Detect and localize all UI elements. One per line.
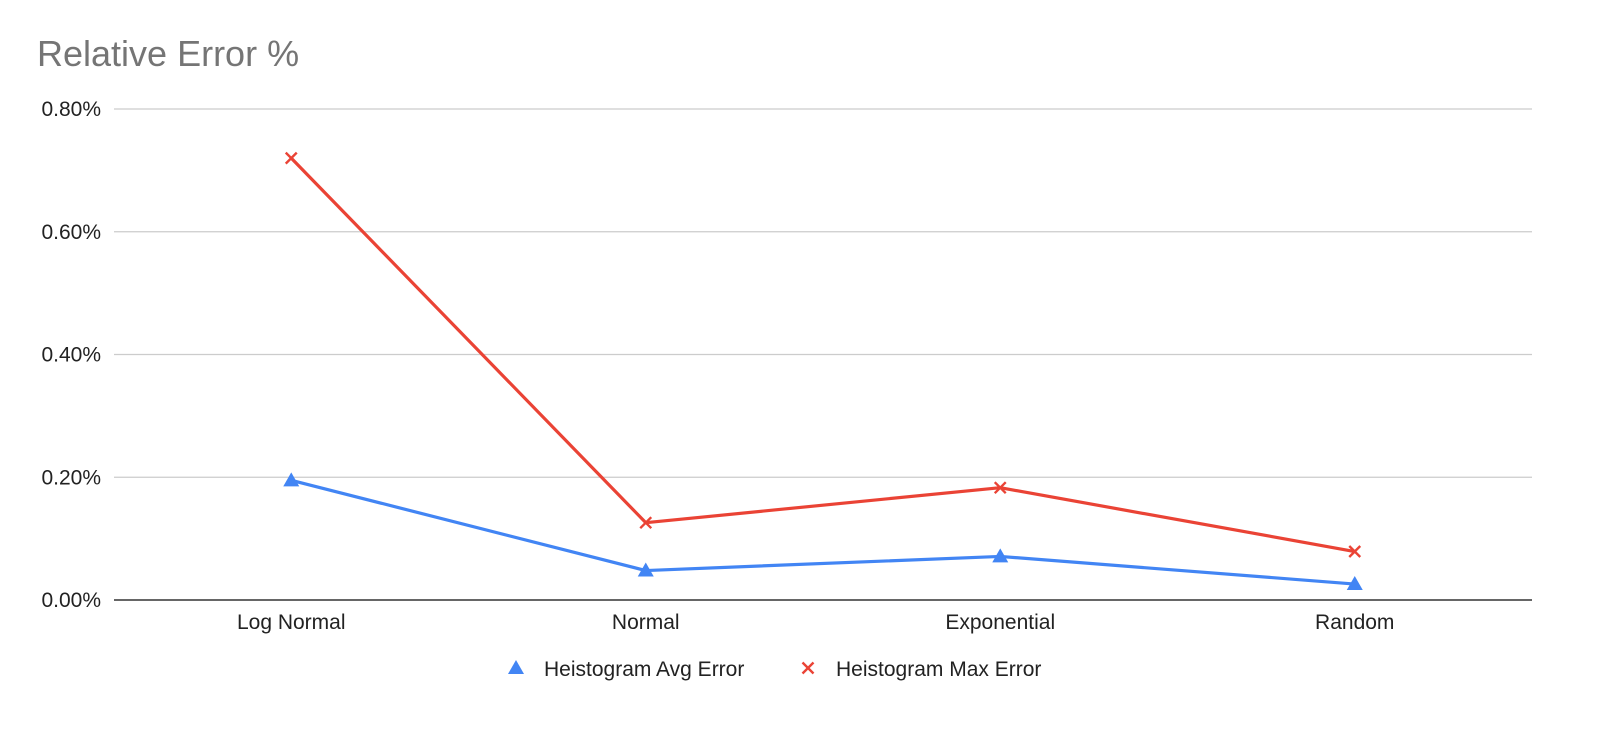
data-point-marker (992, 548, 1009, 563)
x-tick-label: Random (1315, 611, 1394, 634)
data-point-marker (284, 151, 298, 165)
grid-lines (114, 108, 1532, 601)
series-max-error (284, 151, 1362, 558)
chart-title: Relative Error % (37, 33, 299, 74)
series-group (283, 151, 1363, 591)
data-point-marker (637, 562, 654, 577)
y-tick-label: 0.40% (41, 344, 101, 367)
series-avg-error (283, 472, 1363, 591)
x-marker-stroke (1348, 545, 1362, 558)
x-axis-labels: Log Normal Normal Exponential Random (237, 611, 1394, 634)
data-point-marker (993, 481, 1007, 495)
y-tick-label: 0.00% (41, 589, 101, 612)
legend-label: Heistogram Avg Error (544, 658, 744, 681)
data-point-marker (1348, 545, 1362, 558)
x-tick-label: Log Normal (237, 611, 346, 634)
x-marker-stroke (284, 151, 298, 165)
x-tick-label: Normal (612, 611, 680, 634)
x-tick-label: Exponential (945, 611, 1055, 634)
legend: Heistogram Avg Error Heistogram Max Error (508, 658, 1041, 681)
y-axis-labels: 0.00% 0.20% 0.40% 0.60% 0.80% (41, 98, 101, 612)
x-marker-stroke (993, 481, 1007, 495)
y-tick-label: 0.20% (41, 466, 101, 489)
series-line (289, 478, 1357, 586)
legend-x-icon (801, 661, 815, 675)
x-marker-stroke (801, 661, 815, 675)
legend-label: Heistogram Max Error (836, 658, 1041, 681)
x-marker-stroke (639, 516, 653, 530)
legend-triangle-icon (508, 660, 524, 674)
data-point-marker (1346, 576, 1363, 591)
y-tick-label: 0.60% (41, 221, 101, 244)
data-point-marker (639, 516, 653, 530)
data-point-marker (283, 472, 300, 487)
series-line (289, 156, 1357, 554)
legend-item: Heistogram Avg Error (508, 658, 744, 681)
legend-item: Heistogram Max Error (801, 658, 1041, 681)
y-tick-label: 0.80% (41, 98, 101, 121)
